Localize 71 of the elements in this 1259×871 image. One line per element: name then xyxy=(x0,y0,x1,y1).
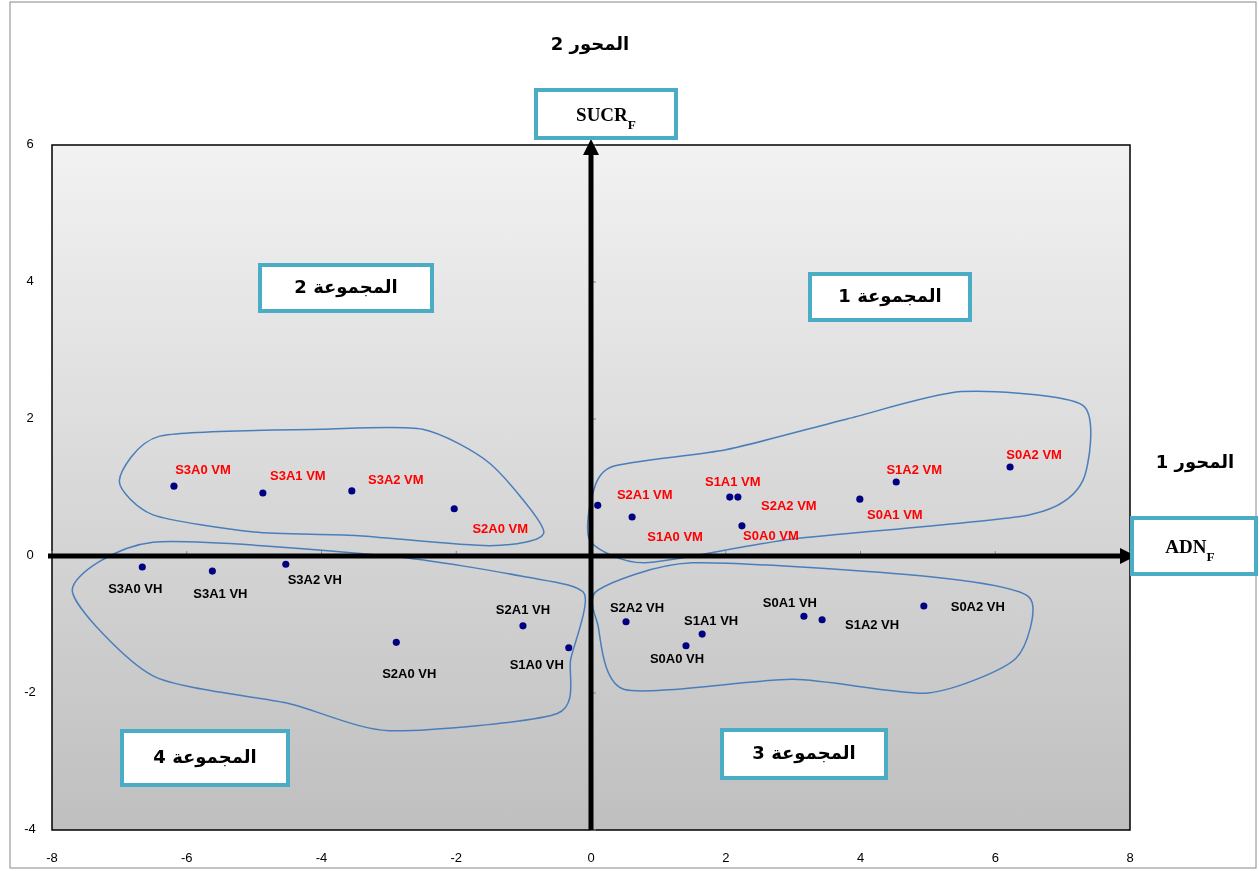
point xyxy=(450,505,458,513)
x-tick-label: 2 xyxy=(722,850,730,865)
data-label: S0A0 VM xyxy=(743,528,799,544)
data-label: S3A2 VM xyxy=(368,472,424,488)
point xyxy=(800,612,808,620)
annotation: المجموعة 1 xyxy=(838,285,942,307)
point xyxy=(726,493,734,501)
x-tick-label: 4 xyxy=(856,850,865,865)
point xyxy=(282,560,290,568)
y-tick-label: -2 xyxy=(24,684,36,700)
x-tick-label: -6 xyxy=(180,850,193,865)
point xyxy=(682,642,690,650)
data-label: S0A2 VM xyxy=(1006,447,1062,463)
data-label: S1A1 VM xyxy=(704,473,761,489)
data-label: S1A0 VM xyxy=(647,529,703,545)
data-label: S2A1 VH xyxy=(495,602,551,618)
data-label: S1A1 VH xyxy=(684,612,739,628)
text: المحور 2 xyxy=(550,33,630,55)
text: المحور 1 xyxy=(1155,451,1235,473)
data-label: S2A2 VH xyxy=(609,600,665,616)
data-label: S1A0 VH xyxy=(509,657,564,673)
data-label: S3A0 VM xyxy=(175,461,231,477)
data-label: S2A0 VM xyxy=(472,521,529,537)
data-label: S3A1 VM xyxy=(270,468,326,484)
point xyxy=(594,501,602,509)
annotation: المجموعة 3 xyxy=(752,742,856,764)
data-label: S2A1 VM xyxy=(616,486,673,502)
y-axis-title: SUCR$_{F}$ xyxy=(576,104,636,132)
point xyxy=(392,638,400,646)
point xyxy=(818,616,826,624)
data-label: S3A0 VH xyxy=(108,581,163,597)
data-label: S1A2 VM xyxy=(886,462,943,478)
point xyxy=(734,493,742,501)
point xyxy=(892,478,900,486)
annotation: المجموعة 4 xyxy=(153,746,257,768)
x-tick-label: 6 xyxy=(991,850,999,865)
point xyxy=(856,495,864,503)
point xyxy=(738,522,746,530)
x-tick-label: 0 xyxy=(587,850,595,865)
point xyxy=(698,630,706,638)
annotation: المجموعة 2 xyxy=(294,276,398,298)
point xyxy=(170,482,178,490)
y-tick-label: 0 xyxy=(26,547,34,563)
point xyxy=(259,489,267,497)
x-axis-title: ADN$_{F}$ xyxy=(1165,536,1215,564)
data-label: S0A1 VH xyxy=(762,594,818,610)
data-label: S0A1 VM xyxy=(867,506,923,522)
point xyxy=(628,513,636,521)
point xyxy=(1006,463,1014,471)
y-tick-label: 6 xyxy=(26,136,34,152)
point xyxy=(565,644,573,652)
point xyxy=(208,567,216,575)
data-label: S0A0 VH xyxy=(649,651,705,667)
y-tick-label: 4 xyxy=(26,273,34,289)
x-tick-label: -2 xyxy=(450,850,463,865)
data-label: S3A1 VH xyxy=(193,585,248,601)
x-tick-label: -4 xyxy=(315,850,328,865)
point xyxy=(138,563,146,571)
data-label: S0A2 VH xyxy=(950,599,1005,615)
point xyxy=(622,618,630,626)
data-label: S2A0 VH xyxy=(382,665,437,681)
point xyxy=(348,487,356,495)
x-tick-label: -8 xyxy=(46,850,58,865)
y-tick-label: -4 xyxy=(24,821,36,837)
data-label: S2A2 VM xyxy=(761,497,817,513)
y-tick-label: 2 xyxy=(26,410,34,426)
x-tick-label: 8 xyxy=(1126,850,1134,865)
point xyxy=(519,622,527,630)
data-label: S3A2 VH xyxy=(287,571,342,587)
point xyxy=(920,602,928,610)
data-label: S1A2 VH xyxy=(844,617,900,633)
